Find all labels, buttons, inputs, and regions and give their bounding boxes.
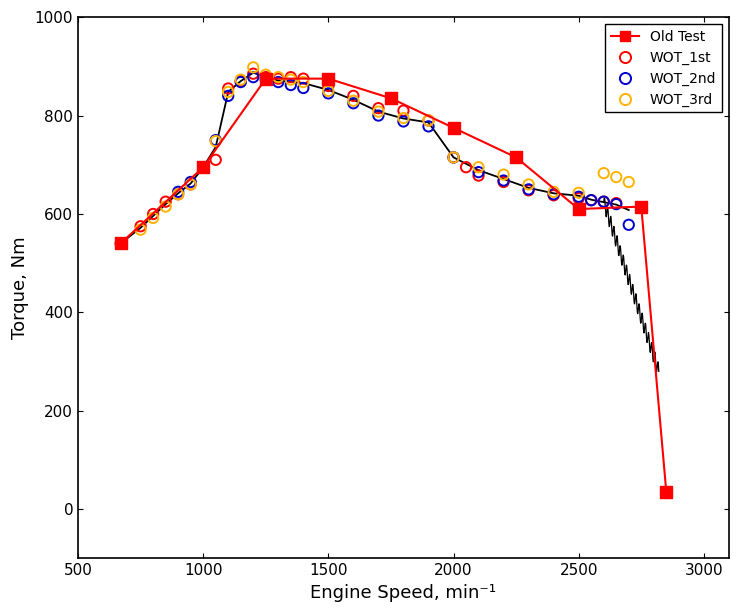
- WOT_2nd: [397, 116, 409, 126]
- WOT_3rd: [548, 187, 559, 197]
- WOT_1st: [247, 69, 259, 78]
- WOT_2nd: [372, 110, 384, 120]
- WOT_1st: [585, 196, 597, 205]
- WOT_3rd: [222, 87, 234, 97]
- WOT_1st: [372, 103, 384, 113]
- WOT_2nd: [548, 189, 559, 199]
- WOT_2nd: [185, 177, 197, 187]
- WOT_3rd: [285, 75, 297, 85]
- WOT_2nd: [448, 153, 460, 162]
- WOT_2nd: [473, 167, 485, 177]
- Old Test: [323, 74, 334, 83]
- Old Test: [660, 487, 672, 497]
- Old Test: [385, 93, 397, 103]
- WOT_1st: [260, 72, 272, 82]
- WOT_3rd: [297, 77, 309, 87]
- Old Test: [636, 202, 648, 211]
- WOT_3rd: [598, 168, 610, 178]
- WOT_3rd: [372, 107, 384, 116]
- Legend: Old Test, WOT_1st, WOT_2nd, WOT_3rd: Old Test, WOT_1st, WOT_2nd, WOT_3rd: [605, 24, 722, 112]
- WOT_1st: [198, 162, 209, 172]
- WOT_1st: [323, 81, 334, 91]
- WOT_3rd: [272, 72, 284, 82]
- WOT_1st: [610, 198, 622, 208]
- WOT_2nd: [272, 77, 284, 87]
- WOT_1st: [423, 116, 434, 126]
- WOT_1st: [498, 177, 510, 187]
- WOT_2nd: [498, 175, 510, 185]
- WOT_2nd: [623, 220, 635, 230]
- WOT_1st: [272, 74, 284, 83]
- Old Test: [260, 74, 272, 83]
- WOT_1st: [448, 153, 460, 162]
- WOT_3rd: [623, 177, 635, 187]
- Y-axis label: Torque, Nm: Torque, Nm: [11, 237, 29, 339]
- WOT_3rd: [247, 63, 259, 72]
- WOT_1st: [135, 221, 147, 231]
- Old Test: [448, 123, 460, 133]
- WOT_3rd: [135, 225, 147, 235]
- WOT_3rd: [172, 189, 184, 199]
- WOT_1st: [397, 105, 409, 115]
- Old Test: [198, 162, 209, 172]
- WOT_1st: [522, 186, 534, 196]
- WOT_2nd: [235, 77, 246, 87]
- WOT_1st: [235, 76, 246, 86]
- X-axis label: Engine Speed, min⁻¹: Engine Speed, min⁻¹: [310, 584, 497, 602]
- WOT_3rd: [323, 86, 334, 96]
- WOT_3rd: [573, 188, 585, 198]
- WOT_2nd: [247, 72, 259, 82]
- Old Test: [573, 204, 585, 214]
- WOT_3rd: [260, 70, 272, 80]
- WOT_1st: [115, 238, 127, 248]
- WOT_2nd: [423, 121, 434, 131]
- WOT_3rd: [235, 75, 246, 85]
- WOT_2nd: [209, 135, 221, 145]
- WOT_2nd: [598, 197, 610, 207]
- WOT_2nd: [522, 185, 534, 194]
- WOT_3rd: [397, 113, 409, 123]
- WOT_1st: [297, 74, 309, 83]
- WOT_1st: [348, 91, 360, 101]
- WOT_3rd: [498, 170, 510, 180]
- WOT_3rd: [423, 116, 434, 126]
- WOT_1st: [160, 197, 172, 207]
- WOT_3rd: [348, 96, 360, 105]
- WOT_3rd: [473, 162, 485, 172]
- WOT_3rd: [610, 172, 622, 182]
- WOT_2nd: [610, 199, 622, 209]
- WOT_2nd: [222, 91, 234, 101]
- WOT_1st: [209, 155, 221, 165]
- WOT_3rd: [185, 180, 197, 189]
- WOT_2nd: [172, 187, 184, 197]
- WOT_3rd: [209, 136, 221, 146]
- WOT_1st: [172, 189, 184, 199]
- WOT_3rd: [198, 162, 209, 172]
- WOT_1st: [598, 197, 610, 207]
- WOT_1st: [222, 83, 234, 93]
- WOT_2nd: [260, 75, 272, 85]
- WOT_1st: [473, 170, 485, 180]
- WOT_1st: [460, 162, 472, 172]
- WOT_3rd: [448, 153, 460, 162]
- WOT_2nd: [323, 88, 334, 98]
- WOT_2nd: [198, 162, 209, 172]
- WOT_3rd: [160, 202, 172, 211]
- WOT_2nd: [573, 192, 585, 202]
- WOT_2nd: [348, 98, 360, 108]
- WOT_1st: [548, 191, 559, 200]
- WOT_2nd: [585, 196, 597, 205]
- WOT_3rd: [147, 213, 159, 223]
- WOT_1st: [185, 180, 197, 189]
- WOT_3rd: [522, 180, 534, 189]
- Old Test: [510, 153, 522, 162]
- Old Test: [115, 238, 127, 248]
- WOT_1st: [285, 72, 297, 82]
- WOT_1st: [573, 193, 585, 203]
- WOT_2nd: [285, 80, 297, 90]
- WOT_2nd: [297, 83, 309, 93]
- WOT_1st: [147, 209, 159, 219]
